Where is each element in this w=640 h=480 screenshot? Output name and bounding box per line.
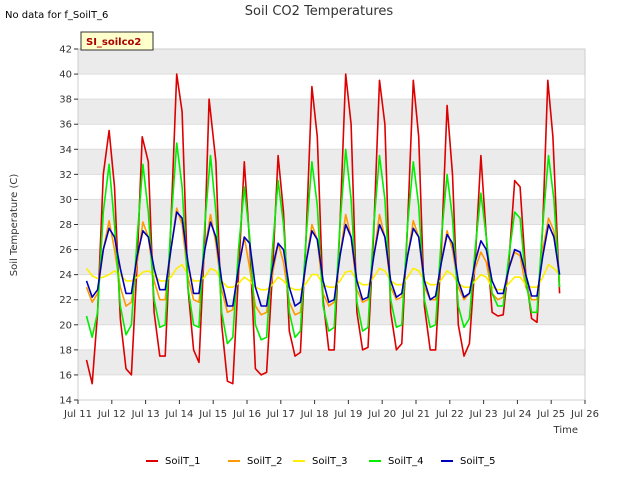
y-axis-label: Soil Temperature (C) (9, 174, 20, 277)
no-data-note: No data for f_SoilT_6 (5, 10, 108, 21)
legend-label: SoilT_1 (165, 456, 201, 467)
y-tick-label: 32 (59, 170, 72, 181)
y-tick-label: 16 (59, 370, 72, 381)
station-badge-box (80, 31, 154, 51)
x-tick-label: Jul 23 (469, 409, 498, 420)
legend-label: SoilT_3 (312, 456, 348, 467)
series-line-SoilT_3 (85, 263, 561, 291)
x-axis-label: Time (553, 425, 578, 436)
x-axis-ticks: Jul 11 Jul 12 Jul 13 Jul 14 Jul 15 Jul 16 Jul … (63, 400, 599, 420)
y-tick-label: 30 (59, 195, 72, 206)
y-tick-label: 18 (59, 345, 72, 356)
x-tick-label: Jul 19 (333, 409, 362, 420)
y-tick-label: 40 (59, 70, 72, 81)
y-tick-label: 24 (59, 270, 72, 281)
y-tick-label: 22 (59, 295, 72, 306)
legend-label: SoilT_5 (460, 456, 496, 467)
grid-band (78, 249, 585, 275)
legend-item-SoilT_3: SoilT_3 (293, 456, 348, 467)
x-tick-label: Jul 21 (401, 409, 430, 420)
x-tick-label: Jul 13 (131, 409, 160, 420)
legend: SoilT_1 SoilT_2 SoilT_3 SoilT_4 SoilT_5 (146, 456, 496, 467)
grid-band (78, 99, 585, 125)
station-badge: SI_soilco2 (80, 31, 154, 51)
y-axis-ticks: 14 16 18 20 22 24 26 28 30 32 34 36 38 40 42 (59, 45, 78, 407)
x-tick-label: Jul 12 (97, 409, 126, 420)
series-line-SoilT_5 (85, 211, 561, 307)
station-badge-label: SI_soilco2 (86, 37, 141, 48)
legend-item-SoilT_4: SoilT_4 (369, 456, 424, 467)
grid-band (78, 149, 585, 175)
legend-item-SoilT_5: SoilT_5 (441, 456, 496, 467)
legend-label: SoilT_4 (388, 456, 424, 467)
legend-label: SoilT_2 (247, 456, 283, 467)
x-tick-label: Jul 26 (570, 409, 599, 420)
grid-band (78, 49, 585, 75)
x-tick-label: Jul 17 (266, 409, 295, 420)
y-tick-label: 42 (59, 45, 72, 56)
grid-band (78, 199, 585, 225)
y-tick-label: 20 (59, 320, 72, 331)
x-tick-label: Jul 15 (198, 409, 227, 420)
y-tick-label: 38 (59, 95, 72, 106)
chart-title: Soil CO2 Temperatures (245, 4, 394, 19)
x-tick-label: Jul 16 (232, 409, 261, 420)
y-tick-label: 28 (59, 220, 72, 231)
x-tick-label: Jul 18 (300, 409, 329, 420)
y-tick-label: 14 (59, 396, 72, 407)
y-tick-label: 26 (59, 245, 72, 256)
x-tick-label: Jul 24 (502, 409, 531, 420)
grid-band (78, 349, 585, 375)
x-tick-label: Jul 14 (164, 409, 193, 420)
y-tick-label: 36 (59, 120, 72, 131)
series-line-SoilT_4 (85, 142, 561, 345)
y-tick-label: 34 (59, 145, 72, 156)
legend-item-SoilT_2: SoilT_2 (228, 456, 283, 467)
x-tick-label: Jul 25 (536, 409, 565, 420)
x-tick-label: Jul 20 (367, 409, 396, 420)
series-lines (85, 73, 561, 385)
legend-item-SoilT_1: SoilT_1 (146, 456, 201, 467)
x-tick-label: Jul 22 (435, 409, 464, 420)
x-tick-label: Jul 11 (63, 409, 92, 420)
